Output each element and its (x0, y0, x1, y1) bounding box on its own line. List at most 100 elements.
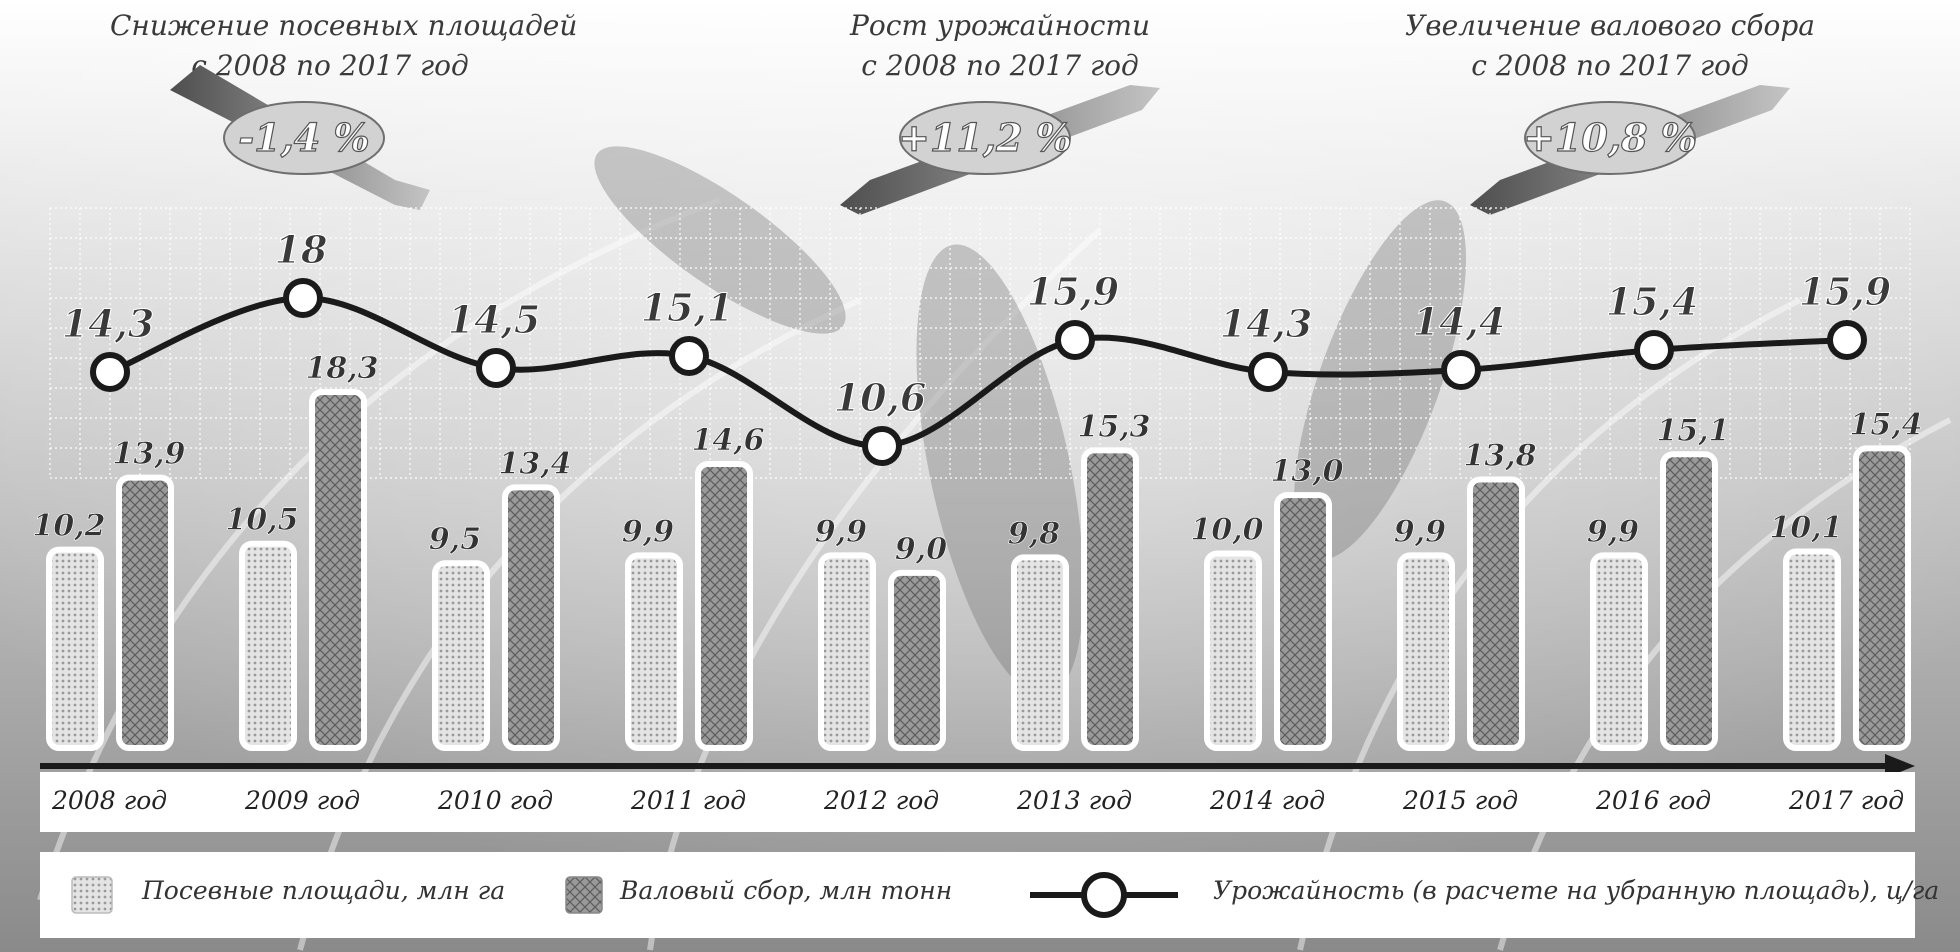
bar-area (625, 552, 683, 752)
yield-point (669, 336, 709, 376)
bar-harvest (116, 474, 174, 751)
bar-harvest (695, 460, 753, 751)
trend-yield-value: +11,2 % (898, 115, 1072, 160)
header-harvest-period: с 2008 по 2017 год (1471, 49, 1749, 82)
trend-badge-yield: +11,2 % (840, 85, 1160, 215)
bar-area (1204, 550, 1262, 751)
yield-label: 15,4 (1606, 279, 1699, 324)
bar-area-label: 9,5 (429, 522, 481, 557)
bar-area (432, 560, 490, 752)
x-axis-label: 2012 год (824, 786, 940, 815)
bar-harvest-label: 14,6 (691, 423, 764, 458)
bar-harvest (1081, 447, 1139, 751)
bar-harvest-label: 13,8 (1463, 439, 1536, 474)
yield-point (862, 426, 902, 466)
bar-area (239, 540, 297, 752)
legend-area-label: Посевные площади, млн га (142, 876, 506, 905)
yield-label: 14,4 (1413, 299, 1506, 344)
bar-area-label: 10,2 (32, 509, 105, 544)
yield-point (1827, 320, 1867, 360)
bar-harvest-label: 15,1 (1656, 413, 1729, 448)
yield-label: 18 (275, 227, 328, 272)
legend-symbols (71, 872, 1178, 918)
yield-label: 14,3 (1220, 301, 1313, 346)
yield-labels: 14,3 18 14,5 15,1 10,6 15,9 14,3 14,4 15,4 15,9 (61, 227, 1892, 421)
x-axis-label: 2013 год (1017, 786, 1133, 815)
bar-harvest-label: 13,9 (112, 437, 185, 472)
yield-label: 15,1 (641, 285, 734, 330)
bar-area (1397, 552, 1455, 752)
yield-point (1055, 320, 1095, 360)
yield-point (283, 278, 323, 318)
bar-area (1011, 554, 1069, 751)
header-area-title: Снижение посевных площадей (110, 9, 578, 42)
yield-point (90, 352, 130, 392)
yield-label: 15,9 (1799, 269, 1892, 314)
yield-label: 14,3 (62, 301, 155, 346)
bar-area (1783, 548, 1841, 751)
bars (46, 389, 1911, 752)
bar-area-label: 9,8 (1008, 516, 1060, 551)
bar-area-label: 9,9 (1394, 514, 1446, 549)
x-axis-label: 2011 год (631, 786, 747, 815)
bar-harvest (1274, 492, 1332, 751)
trend-badge-area: -1,4 % (170, 65, 430, 210)
x-axis-label: 2017 год (1789, 786, 1905, 815)
header-area-decline: Снижение посевных площадей с 2008 по 201… (110, 6, 578, 86)
yield-label: 10,6 (834, 375, 927, 420)
bar-harvest-label: 15,3 (1077, 409, 1150, 444)
header-yield-period: с 2008 по 2017 год (861, 49, 1139, 82)
bar-harvest-label: 15,4 (1849, 407, 1922, 442)
bar-harvest (1660, 451, 1718, 751)
trend-badge-harvest: +10,8 % (1470, 85, 1790, 215)
legend (40, 852, 1915, 938)
year-strip (40, 772, 1915, 832)
trend-area-value: -1,4 % (238, 115, 369, 160)
bar-area-label: 10,1 (1769, 511, 1842, 546)
x-axis-label: 2014 год (1210, 786, 1326, 815)
yield-points (90, 278, 1867, 466)
header-harvest-title: Увеличение валового сбора (1405, 9, 1815, 42)
yield-label: 15,9 (1027, 269, 1120, 314)
bar-harvest-label: 13,0 (1270, 454, 1343, 489)
trend-badge-oval (1524, 101, 1696, 175)
trend-badge-oval (223, 101, 385, 175)
bar-area (1590, 552, 1648, 752)
bar-harvest-label: 18,3 (305, 351, 378, 386)
header-harvest-increase: Увеличение валового сбора с 2008 по 2017… (1380, 6, 1840, 86)
yield-point (1634, 330, 1674, 370)
bar-harvest (502, 484, 560, 751)
x-axis-label: 2016 год (1596, 786, 1712, 815)
yield-line (108, 294, 1848, 450)
yield-label: 14,5 (448, 297, 541, 342)
bar-harvest (888, 569, 946, 751)
bar-labels: 10,2 13,9 10,5 18,3 9,5 13,4 9,9 14,6 9,9 9,0 9,8 1… (32, 351, 1923, 568)
bar-area (46, 546, 104, 752)
trend-harvest-value: +10,8 % (1523, 115, 1697, 160)
bar-area-label: 9,9 (1587, 514, 1639, 549)
bar-harvest (1853, 445, 1911, 751)
legend-yield-label: Урожайность (в расчете на убранную площа… (1213, 876, 1940, 905)
legend-yield-marker-icon (1081, 872, 1127, 918)
x-axis-label: 2008 год (52, 786, 168, 815)
bar-area-label: 9,9 (815, 514, 867, 549)
bar-harvest-label: 9,0 (895, 532, 947, 567)
x-axis-label: 2009 год (245, 786, 361, 815)
header-yield-title: Рост урожайности (850, 9, 1150, 42)
yield-point (1248, 352, 1288, 392)
trend-badge-oval (899, 101, 1071, 175)
bar-harvest-label: 13,4 (498, 446, 571, 481)
legend-harvest-label: Валовый сбор, млн тонн (620, 876, 953, 905)
legend-area-swatch-icon (71, 876, 113, 914)
x-axis-label: 2010 год (438, 786, 554, 815)
bar-area-label: 9,9 (622, 514, 674, 549)
header-area-period: с 2008 по 2017 год (191, 49, 469, 82)
bar-harvest (1467, 476, 1525, 751)
header-yield-growth: Рост урожайности с 2008 по 2017 год (780, 6, 1220, 86)
x-axis-label: 2015 год (1403, 786, 1519, 815)
trend-badges: -1,4 % +11,2 % +10,8 % (170, 65, 1790, 215)
legend-harvest-swatch-icon (565, 876, 603, 914)
bar-area (818, 552, 876, 752)
